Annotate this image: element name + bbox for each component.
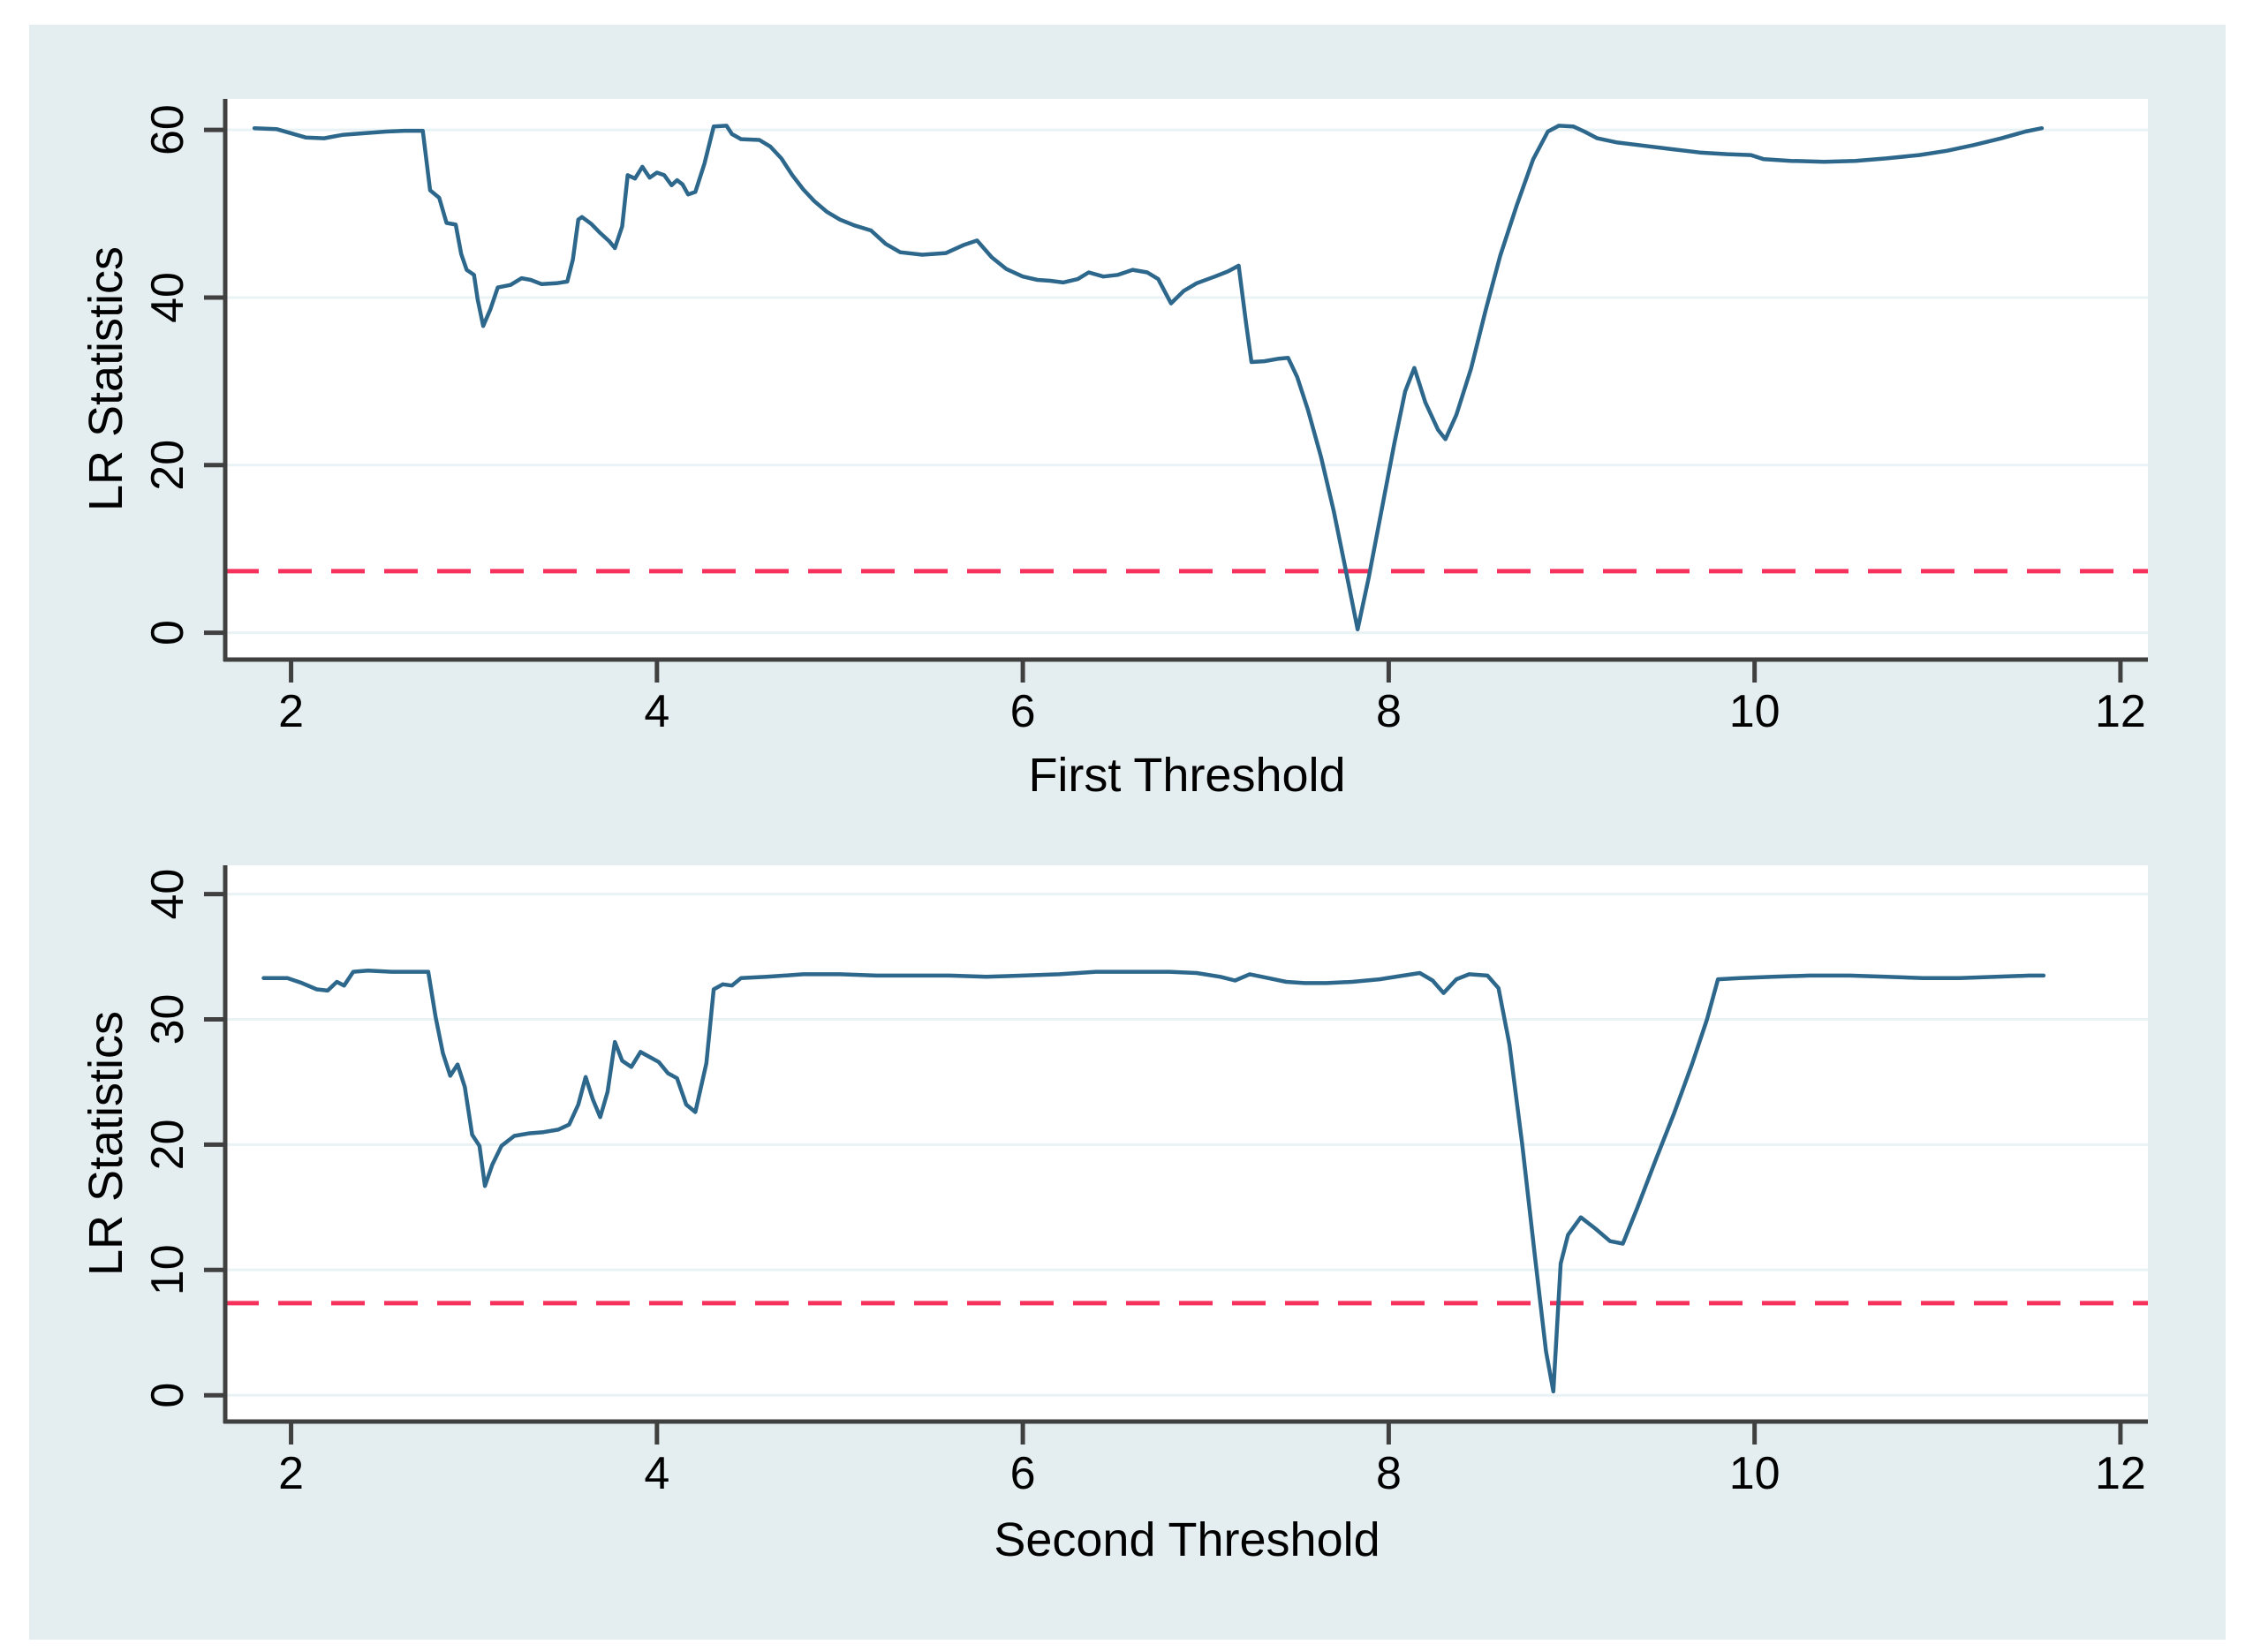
x-tick-label-4: 4 [644,686,669,737]
series-layer [225,968,2148,1394]
y-tick-label-60: 60 [142,104,193,155]
y-tick-label-40: 40 [142,272,193,323]
second-threshold-chart: 0 10 20 30 40 2 4 6 8 10 12 Second Threshold LR St… [79,865,2148,1566]
first-threshold-chart: 0 20 40 60 2 4 6 8 10 12 First Threshold LR Stati… [79,99,2148,802]
gridlines [225,128,2148,635]
x-tick-label-12: 12 [2095,1448,2146,1499]
x-tick-label-12: 12 [2095,686,2146,737]
y-tick-label-20: 20 [142,1119,193,1170]
x-tick-label-6: 6 [1010,686,1036,737]
x-axis-title: First Threshold [1028,749,1345,802]
y-tick-label-30: 30 [142,994,193,1045]
x-tick-label-8: 8 [1376,686,1402,737]
x-tick-label-4: 4 [644,1448,669,1499]
x-tick-label-8: 8 [1376,1448,1402,1499]
x-axis-title: Second Threshold [994,1513,1380,1566]
plot-area [225,99,2148,660]
axes [223,99,2148,662]
x-tick-label-10: 10 [1729,686,1780,737]
x-tick-label-2: 2 [278,1448,304,1499]
x-tick-label-2: 2 [278,686,304,737]
y-tick-label-20: 20 [142,440,193,491]
y-tick-label-0: 0 [142,620,193,645]
y-axis-title: LR Statistics [79,246,132,511]
lr-statistics-line [252,124,2045,632]
x-tick-label-10: 10 [1729,1448,1780,1499]
tick-labels: 0 20 40 60 2 4 6 8 10 12 [142,104,2146,737]
series-layer [225,124,2148,632]
y-tick-label-40: 40 [142,869,193,920]
y-tick-label-10: 10 [142,1244,193,1295]
tick-labels: 0 10 20 30 40 2 4 6 8 10 12 [142,869,2146,1499]
x-tick-label-6: 6 [1010,1448,1036,1499]
y-tick-label-0: 0 [142,1383,193,1408]
ticks [204,892,2123,1445]
gridlines [225,893,2148,1397]
y-axis-title: LR Statistics [79,1011,132,1276]
ticks [204,127,2123,683]
lr-statistics-line [261,968,2046,1394]
